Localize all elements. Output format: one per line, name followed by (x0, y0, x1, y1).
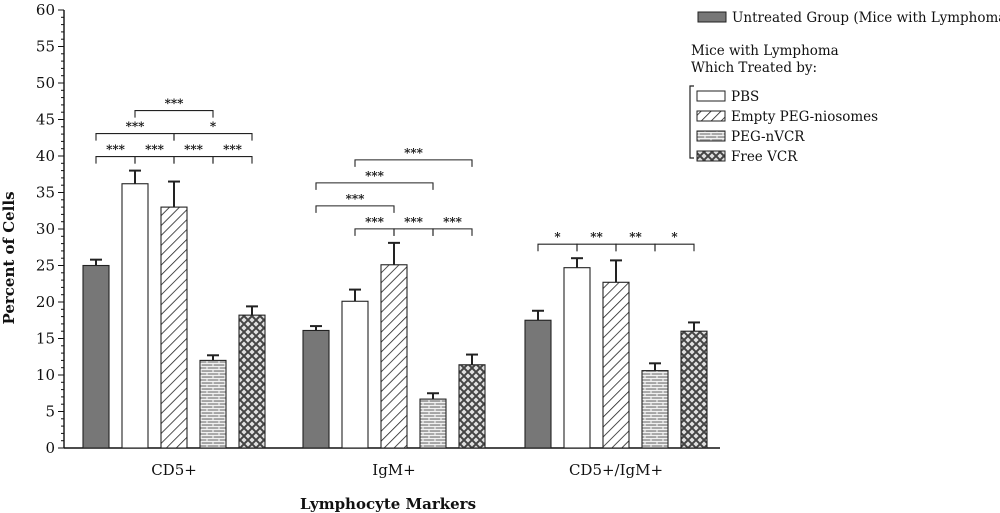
significance-bracket (316, 206, 394, 213)
significance-bracket (316, 183, 433, 190)
significance-label: *** (365, 215, 385, 229)
significance-bracket (433, 229, 472, 236)
legend-swatch (697, 151, 725, 161)
y-tick-label: 60 (36, 1, 55, 19)
y-tick-label: 30 (36, 220, 55, 238)
significance-bracket (213, 157, 252, 164)
significance-bracket (394, 229, 433, 236)
y-tick-label: 45 (36, 111, 55, 129)
legend: Untreated Group (Mice with Lymphoma) Mice… (690, 10, 1000, 165)
bar (83, 266, 109, 449)
bar (459, 365, 485, 448)
bar (122, 184, 148, 448)
significance-label: *** (106, 143, 126, 157)
legend-entry: PEG-nVCR (731, 129, 805, 145)
bar (525, 320, 551, 448)
bar (603, 282, 629, 448)
significance-label: *** (126, 120, 146, 134)
significance-bracket (538, 244, 577, 251)
bar (381, 265, 407, 448)
bar (239, 315, 265, 448)
legend-header: Mice with Lymphoma Which Treated by: (691, 43, 839, 76)
bar (564, 268, 590, 448)
significance-label: * (210, 120, 217, 134)
y-tick-label: 5 (45, 403, 55, 421)
y-axis-title: Percent of Cells (0, 191, 18, 324)
bars: CD5+ IgM+ CD5+/IgM+ (83, 171, 707, 479)
legend-swatch (697, 91, 725, 101)
significance-label: *** (346, 192, 366, 206)
legend-swatch (697, 131, 725, 141)
significance-bracket (174, 157, 213, 164)
y-tick-label: 35 (36, 184, 55, 202)
significance-label: *** (223, 143, 243, 157)
significance-label: ** (629, 230, 642, 244)
significance-bracket (577, 244, 616, 251)
significance-label: * (671, 230, 678, 244)
bar-chart: 0 5 10 15 20 25 30 35 40 45 50 55 60 CD5+ IgM+ CD5+/Ig… (0, 0, 1000, 513)
bar (681, 331, 707, 448)
legend-swatch (697, 111, 725, 121)
significance-bracket (135, 157, 174, 164)
significance-bracket (355, 160, 472, 167)
significance-label: ** (590, 230, 603, 244)
y-tick-label: 25 (36, 257, 55, 275)
bar (161, 207, 187, 448)
category-label: CD5+ (151, 461, 197, 479)
significance-label: *** (404, 215, 424, 229)
y-tick-label: 20 (36, 293, 55, 311)
bar (200, 360, 226, 448)
bar (342, 301, 368, 448)
significance-label: *** (165, 97, 185, 111)
y-tick-label: 55 (36, 38, 55, 56)
category-label: IgM+ (372, 461, 415, 479)
y-tick-label: 40 (36, 147, 55, 165)
y-tick-label: 0 (45, 439, 55, 457)
legend-entry: Free VCR (731, 149, 798, 165)
bar (420, 399, 446, 448)
legend-swatch (698, 12, 726, 22)
y-tick-label: 50 (36, 74, 55, 92)
legend-entry: Empty PEG-niosomes (731, 109, 878, 125)
category-label: CD5+/IgM+ (569, 461, 663, 479)
significance-label: *** (404, 146, 424, 160)
significance-bracket (135, 111, 213, 118)
significance-bracket (174, 134, 252, 141)
y-tick-label: 10 (36, 366, 55, 384)
legend-entry: Untreated Group (Mice with Lymphoma) (732, 10, 1000, 26)
significance-label: *** (145, 143, 165, 157)
y-tick-label: 15 (36, 330, 55, 348)
significance-bracket (355, 229, 394, 236)
significance-bracket (655, 244, 694, 251)
significance-bracket (616, 244, 655, 251)
significance-label: *** (443, 215, 463, 229)
significance-bracket (96, 157, 135, 164)
bar (642, 371, 668, 448)
significance-label: *** (365, 169, 385, 183)
significance-bracket (96, 134, 174, 141)
x-axis-title: Lymphocyte Markers (300, 495, 476, 513)
significance-label: * (554, 230, 561, 244)
legend-entry: PBS (731, 89, 759, 105)
legend-bracket (690, 86, 694, 158)
significance-label: *** (184, 143, 204, 157)
bar (303, 330, 329, 448)
